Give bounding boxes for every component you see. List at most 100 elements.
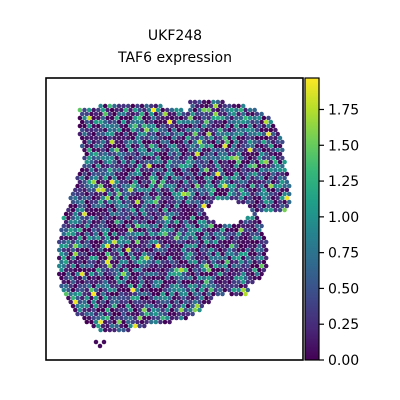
- expression-spot: [89, 207, 94, 213]
- expression-spot: [183, 155, 188, 161]
- expression-spot: [100, 107, 106, 113]
- expression-spot: [79, 183, 85, 189]
- expression-spot: [213, 159, 218, 165]
- expression-spot: [236, 287, 241, 293]
- expression-spot: [250, 151, 255, 157]
- expression-spot: [153, 151, 159, 157]
- expression-spot: [213, 111, 218, 117]
- expression-spot: [109, 323, 115, 329]
- expression-spot: [204, 167, 209, 173]
- expression-spot: [148, 127, 154, 133]
- expression-spot: [227, 111, 232, 117]
- expression-spot: [190, 167, 195, 173]
- expression-spot: [116, 167, 122, 173]
- expression-spot: [171, 255, 177, 261]
- expression-spot: [82, 115, 87, 121]
- expression-spot: [183, 123, 188, 129]
- expression-spot: [273, 207, 278, 213]
- expression-spot: [250, 239, 255, 245]
- expression-spot: [77, 291, 83, 297]
- expression-spot: [121, 231, 126, 237]
- expression-spot: [174, 195, 179, 201]
- expression-spot: [165, 251, 170, 257]
- expression-spot: [153, 303, 159, 309]
- expression-spot: [176, 295, 182, 301]
- expression-spot: [194, 247, 200, 253]
- expression-spot: [266, 187, 271, 193]
- expression-spot: [130, 111, 136, 117]
- expression-spot: [148, 167, 154, 173]
- expression-spot: [160, 171, 165, 177]
- expression-spot: [245, 199, 251, 205]
- expression-spot: [89, 215, 94, 221]
- expression-spot: [234, 259, 239, 265]
- expression-spot: [277, 199, 283, 205]
- expression-spot: [93, 223, 99, 229]
- expression-spot: [146, 123, 152, 129]
- expression-spot: [197, 99, 202, 105]
- expression-spot: [275, 203, 280, 209]
- expression-spot: [185, 111, 191, 117]
- expression-spot: [240, 119, 246, 125]
- expression-spot: [148, 143, 154, 149]
- expression-spot: [190, 159, 195, 165]
- expression-spot: [178, 267, 184, 273]
- expression-spot: [128, 291, 133, 297]
- expression-spot: [112, 255, 117, 261]
- expression-spot: [268, 159, 274, 165]
- expression-spot: [121, 247, 126, 253]
- expression-spot: [112, 175, 117, 181]
- expression-spot: [211, 115, 216, 121]
- expression-spot: [178, 211, 184, 217]
- expression-spot: [132, 315, 138, 321]
- expression-spot: [183, 147, 188, 153]
- expression-spot: [217, 255, 223, 261]
- expression-spot: [107, 287, 113, 293]
- expression-spot: [75, 183, 80, 189]
- expression-spot: [132, 283, 138, 289]
- expression-spot: [234, 243, 239, 249]
- expression-spot: [75, 311, 80, 317]
- expression-spot: [135, 143, 140, 149]
- expression-spot: [280, 187, 285, 193]
- expression-spot: [107, 263, 113, 269]
- expression-spot: [73, 211, 78, 217]
- expression-spot: [199, 271, 205, 277]
- expression-spot: [217, 159, 223, 165]
- expression-spot: [270, 131, 276, 137]
- expression-spot: [234, 235, 239, 241]
- expression-spot: [252, 195, 257, 201]
- expression-spot: [155, 203, 161, 209]
- expression-spot: [197, 131, 202, 137]
- expression-spot: [183, 195, 188, 201]
- expression-spot: [130, 279, 136, 285]
- expression-spot: [204, 151, 209, 157]
- expression-spot: [158, 279, 163, 285]
- expression-spot: [105, 275, 110, 281]
- expression-spot: [137, 115, 142, 121]
- expression-spot: [215, 227, 221, 233]
- expression-spot: [128, 243, 133, 249]
- expression-spot: [96, 251, 101, 257]
- expression-spot: [280, 155, 285, 161]
- expression-spot: [220, 235, 225, 241]
- expression-spot: [224, 195, 230, 201]
- expression-spot: [153, 167, 159, 173]
- expression-spot: [102, 159, 108, 165]
- expression-spot: [183, 171, 188, 177]
- expression-spot: [158, 207, 163, 213]
- expression-spot: [181, 183, 186, 189]
- expression-spot: [125, 247, 131, 253]
- expression-spot: [135, 151, 140, 157]
- expression-spot: [119, 195, 124, 201]
- expression-spot: [188, 291, 193, 297]
- expression-spot: [169, 243, 175, 249]
- expression-spot: [146, 179, 152, 185]
- expression-spot: [160, 107, 165, 113]
- expression-spot: [162, 111, 168, 117]
- expression-spot: [194, 135, 200, 141]
- expression-spot: [66, 215, 71, 221]
- expression-spot: [206, 115, 211, 121]
- expression-spot: [144, 279, 149, 285]
- expression-spot: [153, 143, 159, 149]
